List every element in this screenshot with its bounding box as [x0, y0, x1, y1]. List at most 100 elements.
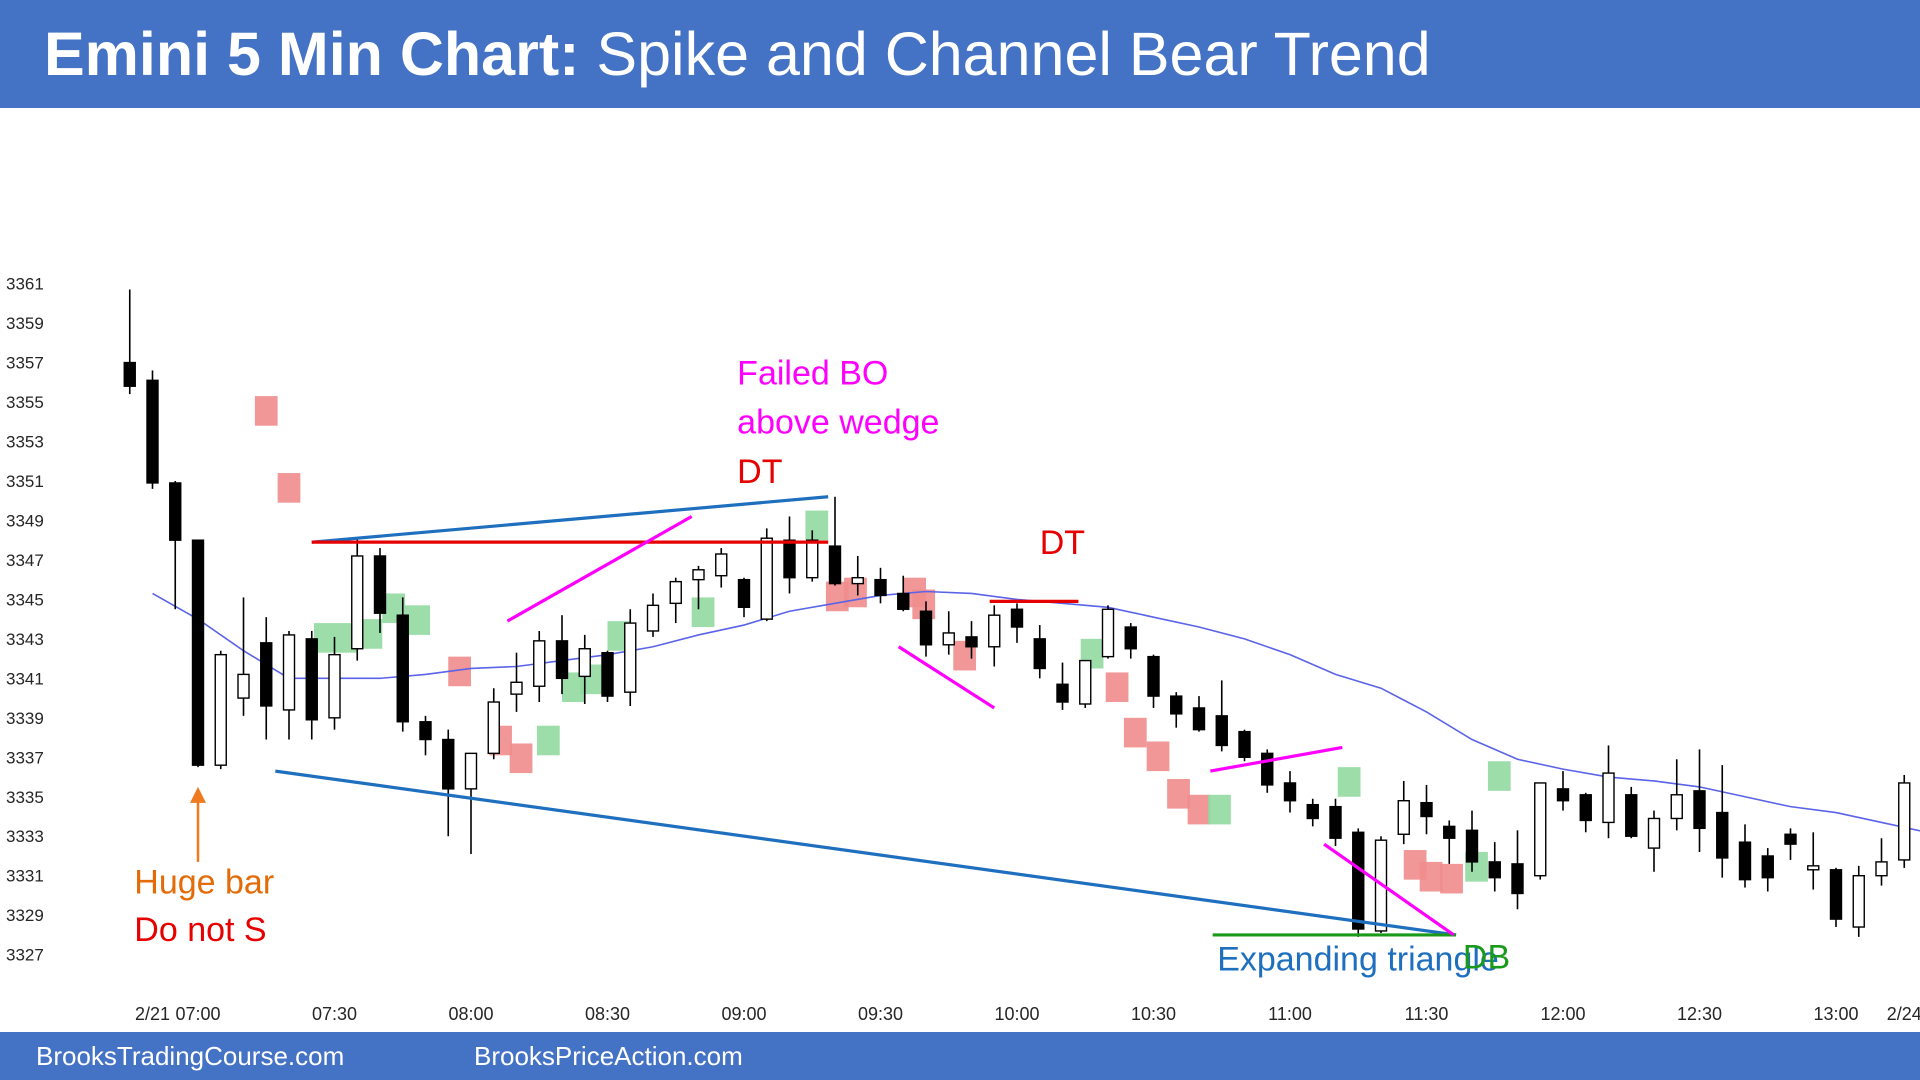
wedge-down-line-2 — [1323, 842, 1455, 937]
bear-zone — [277, 473, 301, 503]
x-tick-label: 13:00 — [1813, 1004, 1858, 1024]
x-tick-label: 2/21 — [135, 1004, 170, 1024]
bear-candle — [965, 636, 978, 648]
x-tick-label: 12:30 — [1677, 1004, 1722, 1024]
bear-candle — [1556, 788, 1570, 802]
bear-candle — [783, 539, 796, 579]
bear-candle — [419, 721, 432, 741]
bear-candle — [1215, 715, 1228, 747]
bear-candle — [1124, 626, 1137, 650]
bull-candle — [351, 555, 364, 650]
bull-candle — [1875, 861, 1888, 877]
bear-zone — [254, 396, 278, 426]
bull-candle — [487, 701, 500, 755]
bear-zone — [953, 640, 977, 671]
x-tick-label: 10:30 — [1131, 1004, 1176, 1024]
bull-candle — [464, 752, 478, 790]
y-tick-label: 3355 — [6, 393, 44, 412]
bear-candle — [373, 555, 387, 614]
bull-candle — [1807, 865, 1820, 871]
bull-candle — [237, 673, 250, 699]
bull-candle — [1079, 659, 1092, 705]
x-tick-label: 11:30 — [1405, 1004, 1449, 1024]
y-tick-label: 3335 — [6, 788, 44, 807]
triangle-bottom-line — [275, 769, 1457, 937]
bear-zone — [1440, 863, 1463, 894]
chart-annotation: Expanding triangle — [1217, 940, 1499, 978]
x-tick-label: 08:00 — [448, 1004, 493, 1024]
arrow-head-icon — [190, 786, 206, 803]
bear-candle — [1283, 782, 1297, 802]
y-tick-label: 3351 — [6, 472, 44, 491]
bear-candle — [1147, 655, 1160, 697]
bull-zone — [1337, 767, 1361, 797]
bear-candle — [1352, 831, 1365, 930]
bear-candle — [1579, 794, 1592, 822]
bear-candle — [169, 482, 182, 541]
bear-candle — [123, 361, 136, 387]
footer-left-text: BrooksTradingCourse.com — [36, 1041, 345, 1071]
bull-candle — [214, 653, 227, 766]
bull-zone — [1208, 794, 1231, 825]
bear-candle — [1192, 707, 1206, 731]
bear-candle — [1033, 638, 1046, 670]
y-tick-label: 3331 — [6, 867, 44, 886]
bull-candle — [715, 553, 728, 577]
bull-candle — [942, 632, 955, 646]
bear-candle — [191, 539, 205, 766]
bear-candle — [1738, 841, 1752, 881]
bear-zone — [1123, 717, 1147, 748]
x-tick-label: 09:00 — [721, 1004, 766, 1024]
x-tick-label: 2/24 — [1887, 1004, 1920, 1024]
bear-candle — [874, 578, 887, 597]
bull-candle — [1898, 782, 1911, 861]
y-tick-label: 3343 — [6, 630, 44, 649]
bear-candle — [1784, 833, 1797, 845]
bull-zone — [805, 510, 829, 541]
bear-candle — [1306, 803, 1319, 820]
bull-candle — [1852, 875, 1865, 928]
bull-candle — [328, 653, 341, 719]
wedge-down-line-1 — [897, 645, 996, 710]
bull-candle — [646, 604, 660, 632]
bear-candle — [919, 610, 933, 646]
footer-right-text: BrooksPriceAction.com — [474, 1041, 743, 1071]
y-tick-label: 3329 — [6, 906, 44, 925]
bear-zone — [1146, 741, 1170, 772]
bull-zone — [405, 605, 431, 635]
bear-candle — [601, 651, 614, 697]
bear-candle — [1716, 811, 1729, 859]
bull-candle — [533, 640, 546, 687]
y-tick-label: 3345 — [6, 590, 44, 609]
bear-candle — [1488, 861, 1501, 879]
bull-candle — [692, 569, 705, 581]
bull-zone — [536, 725, 560, 756]
bear-candle — [305, 638, 318, 721]
bear-candle — [1465, 829, 1479, 863]
y-tick-label: 3327 — [6, 946, 44, 965]
bull-zone — [562, 672, 585, 703]
x-tick-label: 12:00 — [1540, 1004, 1585, 1024]
chart-annotation: DB — [1463, 938, 1510, 976]
bull-candle — [1101, 608, 1115, 658]
chart-annotation: Failed BO — [737, 354, 888, 392]
bull-candle — [1647, 817, 1661, 849]
bull-candle — [806, 539, 819, 579]
y-tick-label: 3333 — [6, 827, 44, 846]
x-tick-label: 09:30 — [858, 1004, 903, 1024]
bear-zone — [1187, 794, 1211, 825]
bear-candle — [396, 614, 409, 723]
chart-annotation: DT — [1040, 524, 1085, 562]
y-tick-label: 3357 — [6, 354, 44, 373]
y-tick-label: 3341 — [6, 669, 44, 688]
bull-candle — [282, 634, 296, 711]
bear-candle — [1443, 825, 1456, 839]
bull-zone — [1487, 761, 1511, 791]
bear-zone — [1167, 779, 1190, 809]
x-tick-label: 07:30 — [312, 1004, 357, 1024]
bull-candle — [510, 681, 523, 695]
bull-zone — [314, 623, 358, 653]
bear-candle — [1170, 695, 1183, 715]
x-tick-label: 11:00 — [1268, 1004, 1312, 1024]
